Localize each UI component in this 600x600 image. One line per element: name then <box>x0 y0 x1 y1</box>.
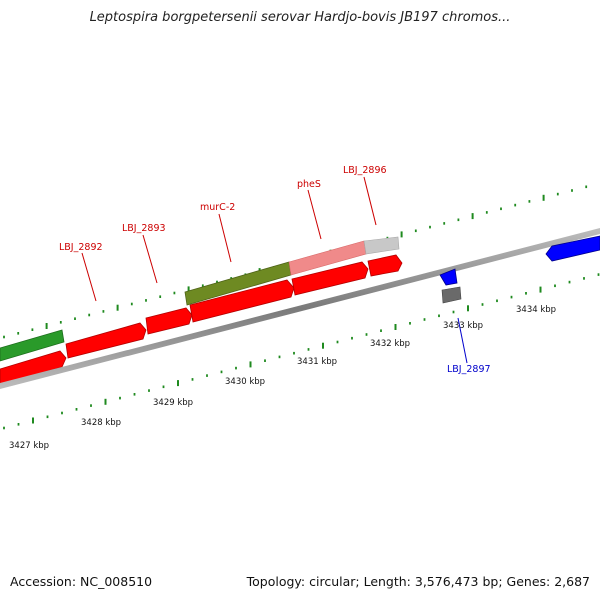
inner-tick-track <box>3 273 600 430</box>
leader-line <box>218 213 232 263</box>
gene-label[interactable]: pheS <box>297 179 321 190</box>
gene-label[interactable]: LBJ_2892 <box>59 242 103 253</box>
gene-label[interactable]: LBJ_2897 <box>447 364 491 375</box>
scale-label: 3429 kbp <box>153 398 193 408</box>
label-leaders <box>81 176 468 364</box>
genome-summary-text: Topology: circular; Length: 3,576,473 bp… <box>246 574 590 589</box>
gene-arrow[interactable] <box>65 322 147 359</box>
leader-line <box>457 317 468 364</box>
leader-line <box>81 252 97 302</box>
forward-gene-track <box>0 254 403 386</box>
scale-labels: 3427 kbp 3428 kbp 3429 kbp 3430 kbp 3431… <box>9 305 556 451</box>
gene-arrow[interactable] <box>367 254 403 277</box>
gene-arrow-reverse[interactable] <box>439 268 458 286</box>
scale-label: 3427 kbp <box>9 441 49 451</box>
gene-arrow[interactable] <box>189 279 295 323</box>
leader-line <box>363 176 377 226</box>
reverse-gene-track <box>439 235 600 304</box>
scale-label: 3432 kbp <box>370 339 410 349</box>
gene-arrow[interactable] <box>145 307 193 335</box>
gene-arrow-reverse[interactable] <box>545 235 600 262</box>
chromosome-backbone <box>0 228 600 389</box>
scale-label: 3433 kbp <box>443 321 483 331</box>
gene-label[interactable]: murC-2 <box>200 202 235 213</box>
gene-arrow[interactable] <box>0 350 67 386</box>
feature-green-segment[interactable] <box>0 329 65 362</box>
map-title: Leptospira borgpetersenii serovar Hardjo… <box>89 10 511 25</box>
scale-label: 3428 kbp <box>81 418 121 428</box>
leader-line <box>307 189 322 240</box>
gene-label[interactable]: LBJ_2896 <box>343 165 387 176</box>
accession-text: Accession: NC_008510 <box>10 574 153 589</box>
feature-gray-segment[interactable] <box>363 236 400 255</box>
scale-label: 3430 kbp <box>225 377 265 387</box>
feature-track-outer <box>0 236 400 362</box>
gene-arrow[interactable] <box>291 261 369 296</box>
scale-label: 3434 kbp <box>516 305 556 315</box>
gene-labels: LBJ_2892 LBJ_2893 murC-2 pheS LBJ_2896 L… <box>59 165 491 375</box>
scale-label: 3431 kbp <box>297 357 337 367</box>
feature-darkgray-segment[interactable] <box>441 286 462 304</box>
gene-label[interactable]: LBJ_2893 <box>122 223 166 234</box>
leader-line <box>142 234 158 284</box>
